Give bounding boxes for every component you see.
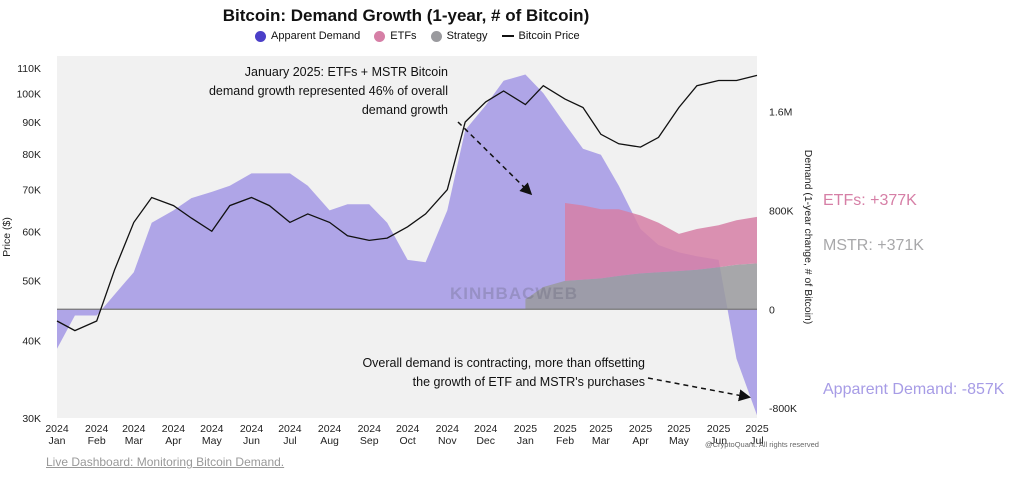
annotation-contracting-arrow [647,377,751,402]
y-tick-label: 70K [22,185,41,197]
legend-label-bitcoin-price: Bitcoin Price [518,30,580,42]
x-tick-label: 2025 Jan [514,423,538,447]
side-label: Apparent Demand: -857K [823,381,1005,398]
x-tick-label: 2024 Nov [436,423,460,447]
x-tick-label: 2024 May [200,423,224,447]
y-tick-label: 110K [17,63,41,75]
legend-item-bitcoin-price: Bitcoin Price [501,30,580,42]
chart-title: Bitcoin: Demand Growth (1-year, # of Bit… [222,6,590,25]
x-tick-label: 2024 Mar [122,423,146,447]
x-tick-label: 2025 Apr [629,423,653,447]
x-tick-label: 2025 Feb [553,423,577,447]
series-strategy-area [525,263,757,310]
y-tick-label: 100K [16,89,41,101]
copyright-credit: @CryptoQuant. All rights reserved [705,440,819,449]
x-tick-label: 2025 Mar [589,423,613,447]
x-tick-label: 2024 Jul [278,423,302,447]
y2-tick-label: 800K [769,205,794,217]
y2-tick-label: 0 [769,304,775,316]
series-etfs-area [565,203,757,281]
series-apparent-demand-area [57,74,757,416]
legend-swatch-etfs [374,30,386,42]
legend-swatch-strategy [430,30,442,42]
x-tick-label: 2024 Oct [396,423,420,447]
legend-line-bitcoin-price [501,35,514,37]
x-tick-label: 2024 Feb [85,423,109,447]
y2-tick-label: 1.6M [769,107,792,119]
legend-item-apparent-demand: Apparent Demand [255,30,360,42]
y-tick-label: 50K [22,275,41,287]
y2-tick-label: -800K [769,403,797,415]
legend-item-strategy: Strategy [430,30,488,42]
series-bitcoin-price-line [56,74,758,332]
y-axis-title: Price ($) [1,217,13,257]
x-tick-label: 2024 Apr [162,423,186,447]
y-tick-label: 40K [22,335,41,347]
legend-label-apparent-demand: Apparent Demand [271,30,361,42]
y-tick-label: 90K [22,117,41,129]
watermark: KINHBACWEB [450,284,579,303]
x-tick-label: 2025 May [667,423,691,447]
side-label: ETFs: +377K [823,192,917,209]
x-tick-label: 2024 Aug [318,423,342,447]
legend-item-etfs: ETFs [374,30,417,42]
legend-swatch-apparent-demand [255,30,266,42]
y-tick-label: 80K [22,149,41,161]
x-tick-label: 2024 Sep [358,423,382,447]
legend-label-strategy: Strategy [446,30,488,42]
annotation-jan-2025-line: January 2025: ETFs + MSTR Bitcoin [245,65,448,79]
chart-legend: Apparent Demand ETFs Strategy Bitcoin Pr… [255,30,580,42]
annotation-contracting-line: Overall demand is contracting, more than… [362,356,645,370]
legend-label-etfs: ETFs [390,30,417,42]
annotation-jan-2025-line: demand growth [362,103,448,117]
annotation-jan-2025-arrow [457,121,533,196]
side-label: MSTR: +371K [823,237,924,254]
x-tick-label: 2024 Jan [45,423,69,447]
y-tick-label: 30K [22,413,41,425]
x-tick-label: 2024 Jun [240,423,264,447]
y-tick-label: 60K [22,226,41,238]
y2-axis-title: Demand (1-year change, # of Bitcoin) [802,150,814,325]
x-tick-label: 2025 Jun [707,423,731,447]
x-tick-label: 2025 Jul [745,423,769,447]
annotation-jan-2025-line: demand growth represented 46% of overall [209,84,448,98]
dashboard-link[interactable]: Live Dashboard: Monitoring Bitcoin Deman… [46,455,285,469]
x-tick-label: 2024 Dec [474,423,498,447]
annotation-contracting-line: the growth of ETF and MSTR's purchases [413,375,645,389]
